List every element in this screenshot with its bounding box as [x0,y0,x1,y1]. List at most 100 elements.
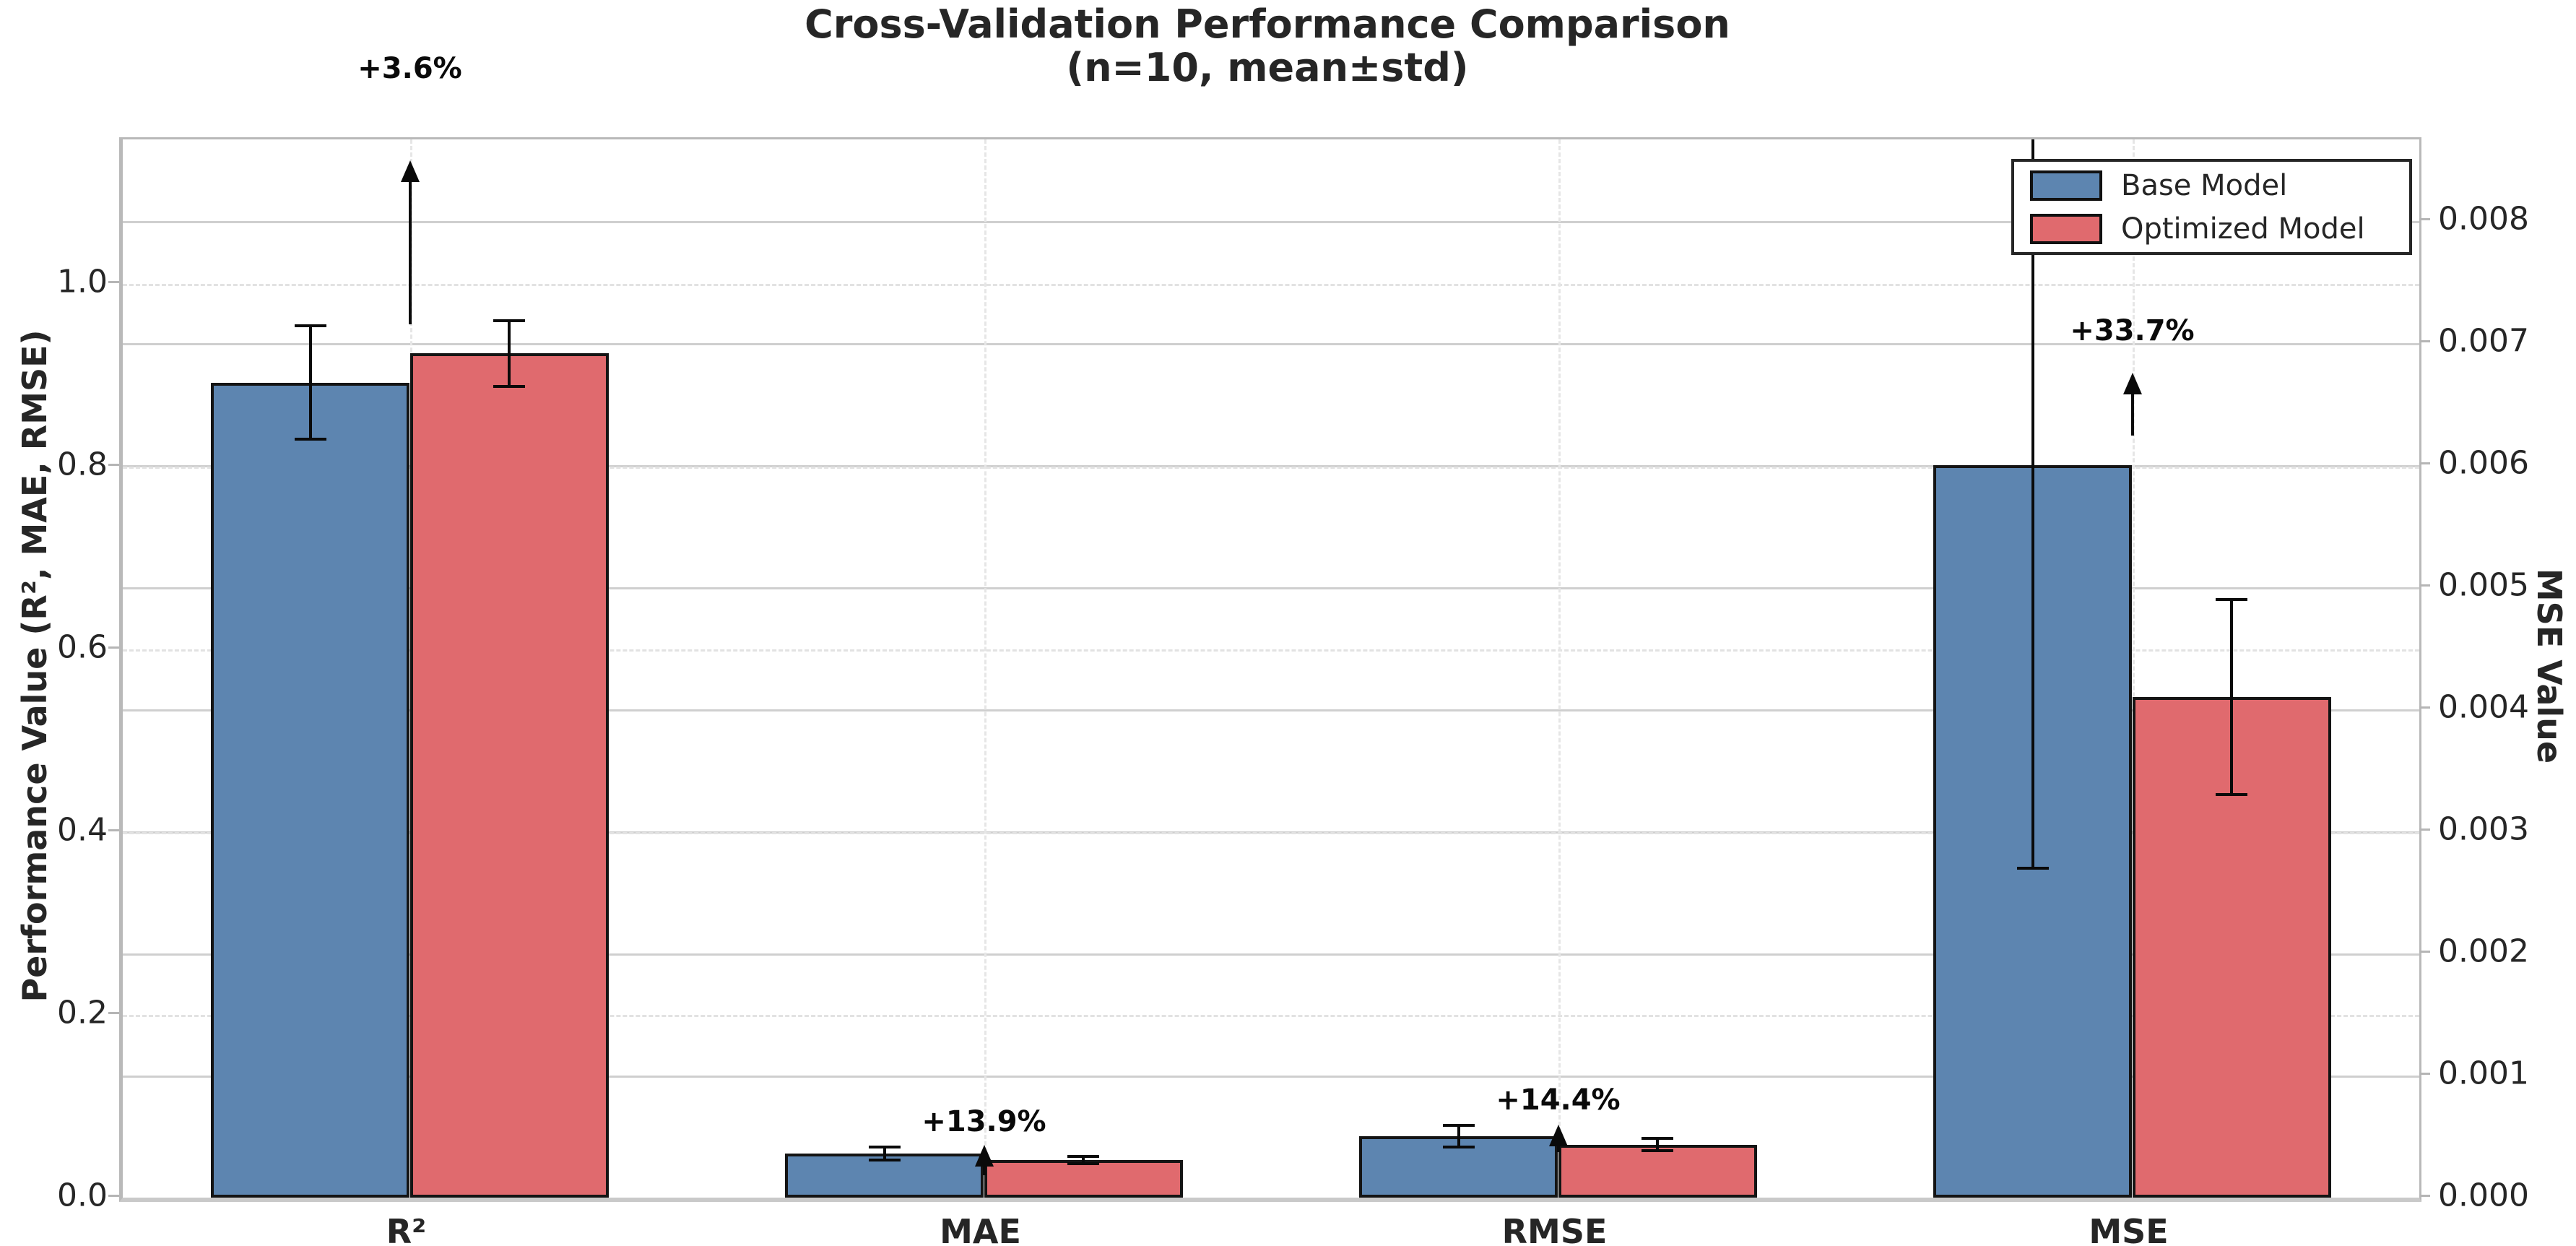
error-bar-cap [2216,598,2248,602]
error-bar-cap [1067,1162,1100,1166]
gridline-right-axis [123,709,2419,712]
error-bar-cap [868,1159,901,1162]
gridline-left-axis [123,467,2419,470]
improvement-annotation: +14.4% [1496,1083,1621,1117]
up-arrow-shaft [408,181,412,324]
up-arrow-head-icon [2122,372,2142,394]
bar-optimized-rmse [1558,1144,1757,1198]
legend-swatch-optimized-model [2030,213,2102,244]
error-bar [882,1147,886,1161]
legend-label-optimized-model: Optimized Model [2121,212,2365,246]
legend-item-optimized-model: Optimized Model [2030,212,2409,246]
category-guide-line [1558,139,1561,1198]
error-bar-cap [493,319,526,322]
error-bar-cap [868,1146,901,1149]
right-axis-tick-label: 0.006 [2438,444,2529,482]
error-bar-cap [1442,1146,1475,1149]
left-axis-tick-mark [108,646,119,649]
right-axis-tick-label: 0.005 [2438,566,2529,604]
gridline-right-axis [123,587,2419,590]
gridline-left-axis [123,649,2419,652]
up-arrow-head-icon [1548,1124,1568,1146]
legend-label-base-model: Base Model [2121,168,2288,202]
error-bar-cap [294,438,326,441]
error-bar-cap [1642,1149,1674,1153]
left-axis-tick-label: 1.0 [57,263,108,300]
improvement-annotation: +13.9% [921,1105,1046,1139]
error-bar [508,320,511,386]
right-axis-tick-mark [2419,462,2430,465]
up-arrow-shaft [2130,392,2134,436]
left-axis-tick-mark [108,1012,119,1015]
left-axis-tick-mark [108,829,119,832]
right-axis-tick-mark [2419,340,2430,343]
chart-title: Cross-Validation Performance Comparison [805,1,1730,47]
legend-item-base-model: Base Model [2030,169,2409,202]
error-bar-cap [1642,1136,1674,1140]
up-arrow-shaft [982,1164,986,1175]
error-bar-cap [1067,1155,1100,1159]
right-axis-tick-label: 0.000 [2438,1177,2529,1214]
error-bar [2230,600,2234,795]
left-axis-tick-label: 0.2 [57,994,108,1031]
up-arrow-shaft [1556,1144,1560,1152]
gridline-left-axis [123,832,2419,835]
left-axis-tick-label: 0.8 [57,446,108,483]
gridline-left-axis [123,284,2419,287]
improvement-annotation: +3.6% [357,51,462,85]
error-bar [1656,1138,1660,1151]
x-axis-category-label: RMSE [1501,1212,1608,1246]
left-axis-tick-label: 0.0 [57,1177,108,1214]
chart-subtitle: (n=10, mean±std) [1066,45,1469,90]
right-axis-tick-label: 0.001 [2438,1055,2529,1092]
left-axis-label: Performance Value (R², MAE, RMSE) [15,329,54,1003]
legend: Base Model Optimized Model [2011,159,2412,255]
category-guide-line [984,139,986,1198]
error-bar [308,326,312,440]
improvement-annotation: +33.7% [2070,314,2195,348]
x-axis-category-label: MSE [2089,1212,2169,1246]
left-axis-tick-mark [108,464,119,467]
x-axis-category-label: R² [386,1212,427,1246]
bar-optimized-r² [409,353,609,1198]
left-axis-tick-label: 0.6 [57,628,108,666]
error-bar-cap [2216,793,2248,797]
bar-base-r² [211,382,410,1198]
gridline-left-axis [123,1015,2419,1018]
chart-title-block: Cross-Validation Performance Comparison … [119,3,2416,90]
right-axis-tick-mark [2419,706,2430,709]
x-axis-category-label: MAE [940,1212,1021,1246]
error-bar-cap [1442,1124,1475,1128]
category-guide-line [2132,139,2135,1198]
error-bar [1457,1125,1460,1148]
gridline-right-axis [123,953,2419,956]
right-axis-tick-label: 0.003 [2438,810,2529,848]
error-bar [2031,139,2034,868]
bar-optimized-mae [984,1160,1183,1198]
left-axis-tick-mark [108,281,119,284]
gridline-right-axis [123,221,2419,224]
right-axis-tick-mark [2419,1195,2430,1197]
right-axis-tick-label: 0.004 [2438,688,2529,726]
legend-swatch-base-model [2030,170,2102,201]
right-axis-tick-label: 0.002 [2438,933,2529,970]
right-axis-tick-mark [2419,218,2430,221]
right-axis-tick-mark [2419,828,2430,831]
error-bar-cap [493,384,526,388]
right-axis-tick-mark [2419,951,2430,953]
left-axis-tick-label: 0.4 [57,811,108,849]
gridline-right-axis [123,343,2419,346]
right-axis-tick-label: 0.008 [2438,200,2529,238]
up-arrow-head-icon [400,160,420,183]
right-axis-tick-mark [2419,584,2430,587]
plot-area: +3.6% +13.9% +14.4% +33.7% [119,52,2421,1202]
error-bar-cap [2016,866,2049,870]
left-axis-tick-mark [108,1195,119,1197]
up-arrow-head-icon [974,1144,994,1167]
error-bar [1082,1156,1085,1164]
error-bar-cap [294,324,326,328]
gridline-right-axis [123,1076,2419,1078]
right-axis-tick-label: 0.007 [2438,322,2529,360]
gridline-right-axis [123,465,2419,468]
